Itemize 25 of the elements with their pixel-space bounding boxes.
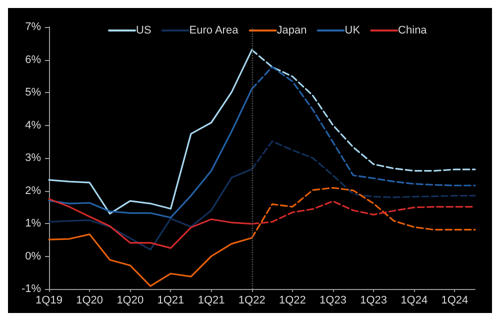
- x-tick-label: 1Q22: [278, 294, 306, 306]
- x-tick-label: 1Q21: [198, 294, 225, 306]
- x-tick-label: 1Q20: [116, 294, 144, 306]
- x-tick-label: 1Q23: [320, 294, 346, 306]
- x-tick-label: 1Q19: [36, 294, 62, 306]
- y-tick-label: 4%: [25, 119, 42, 132]
- y-tick-label: 2%: [25, 184, 42, 197]
- x-tick-label: 1Q24: [441, 294, 468, 306]
- y-tick-label: 7%: [25, 21, 42, 33]
- legend-label: Euro Area: [189, 24, 240, 36]
- y-tick-label: 0%: [25, 250, 42, 262]
- y-tick-label: 3%: [25, 152, 42, 164]
- x-tick-label: 1Q23: [360, 294, 388, 306]
- legend-label: US: [136, 24, 152, 36]
- y-tick-label: 1%: [25, 218, 42, 230]
- legend-label: UK: [344, 24, 361, 36]
- legend-label: China: [398, 24, 428, 36]
- legend-label: Japan: [276, 24, 307, 36]
- x-tick-label: 1Q24: [400, 294, 428, 306]
- y-tick-label: -1%: [21, 283, 42, 295]
- y-tick-label: 6%: [25, 54, 42, 66]
- x-tick-label: 1Q21: [157, 294, 184, 306]
- x-tick-label: 1Q20: [76, 294, 104, 306]
- y-tick-label: 5%: [25, 86, 42, 98]
- x-tick-label: 1Q22: [238, 294, 266, 306]
